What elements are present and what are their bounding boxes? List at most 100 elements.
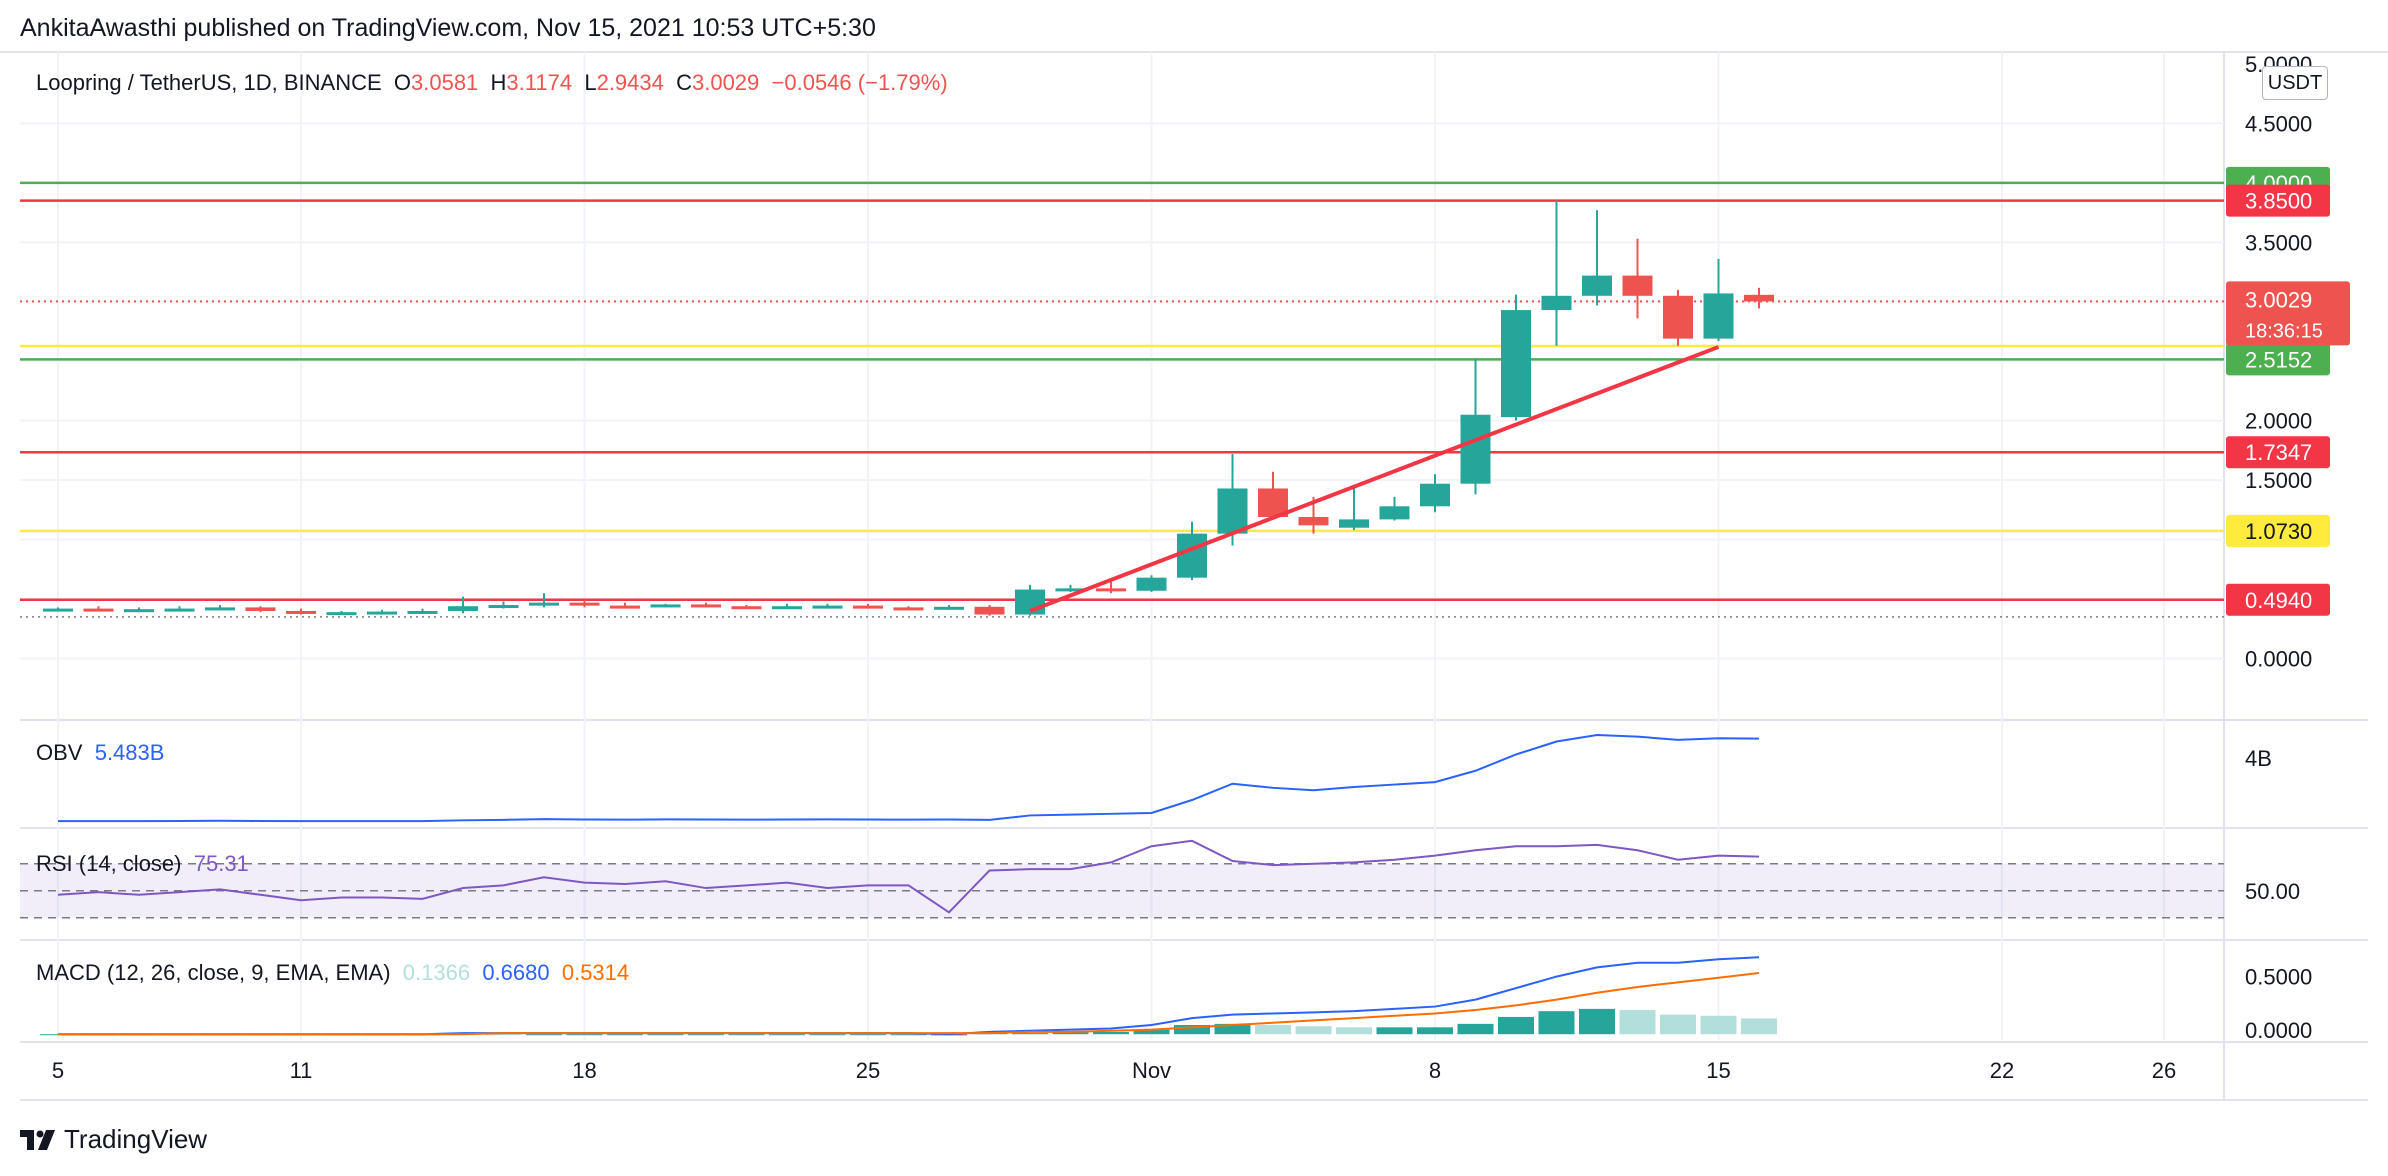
candle-body (1339, 519, 1369, 528)
candle-body (1703, 293, 1734, 339)
candle-body (1136, 577, 1167, 591)
macd-histogram-bar (809, 1034, 846, 1036)
x-tick-label: 8 (1429, 1058, 1441, 1083)
candle-body (1055, 588, 1086, 592)
candle-body (772, 606, 802, 610)
signal-line (58, 971, 1760, 1036)
y-tick-label: 1.5000 (2245, 468, 2312, 493)
close-label: C (676, 70, 692, 95)
macd-tick-label: 0.5000 (2245, 965, 2312, 990)
symbol-name[interactable]: Loopring / TetherUS, 1D, BINANCE (36, 70, 382, 95)
candle-body (1663, 295, 1693, 339)
macd-histogram-bar (647, 1034, 684, 1036)
rsi-line (57, 839, 1760, 914)
candle-body (1298, 517, 1329, 526)
obv-legend[interactable]: OBV 5.483B (36, 740, 164, 766)
candle-body (407, 610, 438, 614)
high-label: H (490, 70, 507, 95)
level-price-tag (2226, 343, 2330, 376)
obv-tick-label: 4B (2245, 746, 2272, 771)
candle-body (1541, 295, 1572, 311)
publisher-header: AnkitaAwasthi published on TradingView.c… (20, 14, 876, 42)
obv-label: OBV (36, 740, 83, 765)
candle-body (650, 604, 681, 608)
macd-histogram-bar (1214, 1023, 1251, 1035)
candle-body (1217, 488, 1248, 534)
candle-body (205, 607, 235, 611)
rsi-tick-label: 50.00 (2245, 879, 2300, 904)
macd-histogram-bar (1579, 1008, 1615, 1035)
trendline (1029, 345, 1720, 613)
level-price-label: 1.0730 (2245, 519, 2312, 544)
low-label: L (584, 70, 597, 95)
candle-body (1501, 310, 1531, 418)
candle-body (326, 612, 357, 616)
y-tick-label: 2.0000 (2245, 409, 2312, 434)
open-label: O (393, 70, 411, 95)
candle-body (43, 608, 73, 612)
macd-legend[interactable]: MACD (12, 26, close, 9, EMA, EMA) 0.1366… (36, 960, 629, 986)
candle-body (1622, 275, 1653, 296)
level-price-label: 1.7347 (2245, 440, 2312, 465)
x-tick-label: Nov (1132, 1058, 1171, 1083)
candle-body (124, 609, 154, 613)
obv-line (58, 733, 1760, 823)
macd-histogram-bar (607, 1034, 643, 1036)
rsi-label: RSI (14, close) (36, 851, 182, 876)
x-tick-label: 26 (2152, 1058, 2176, 1083)
macd-histogram-bar (1255, 1025, 1291, 1035)
currency-badge[interactable]: USDT (2262, 66, 2328, 100)
candle-body (245, 607, 276, 611)
macd-histogram-bar (1498, 1016, 1534, 1035)
y-tick-label: 3.5000 (2245, 230, 2312, 255)
macd-histogram-bar (1133, 1029, 1170, 1035)
macd-hist-value: 0.1366 (402, 960, 471, 985)
candle-body (1096, 588, 1126, 592)
tradingview-brand[interactable]: TradingView (20, 1124, 207, 1155)
candle-body (164, 608, 195, 612)
macd-histogram-bar (1376, 1027, 1413, 1035)
macd-histogram-bar (485, 1034, 522, 1036)
candle-body (893, 607, 924, 611)
y-tick-label: 0.0000 (2245, 647, 2312, 672)
macd-histogram-bar (1700, 1015, 1737, 1035)
macd-histogram-bar (890, 1034, 927, 1036)
candle-body (812, 605, 843, 609)
candle-body (529, 602, 559, 606)
obv-value: 5.483B (94, 740, 165, 765)
candle-body (1744, 294, 1774, 302)
macd-histogram-bar (1093, 1031, 1129, 1035)
macd-histogram-bar (850, 1034, 886, 1036)
macd-histogram-bar (1417, 1027, 1453, 1035)
macd-histogram-bar (566, 1034, 603, 1036)
macd-histogram-bar (1174, 1025, 1210, 1035)
tradingview-logo-icon (20, 1129, 55, 1150)
macd-histogram-bar (688, 1034, 724, 1036)
macd-histogram-bar (526, 1034, 562, 1036)
candle-body (488, 605, 519, 609)
macd-histogram-bar (1660, 1014, 1696, 1035)
macd-histogram-bar (1741, 1018, 1777, 1035)
macd-histogram-bar (1619, 1010, 1656, 1035)
candle-body (691, 604, 721, 608)
current-price-label: 3.0029 (2245, 287, 2312, 312)
close-value: 3.0029 (691, 70, 760, 95)
change-value: −0.0546 (−1.79%) (771, 70, 948, 95)
countdown-label: 18:36:15 (2245, 320, 2323, 342)
candle-body (853, 605, 883, 609)
rsi-band (20, 863, 2224, 918)
candle-body (1420, 483, 1450, 507)
rsi-legend[interactable]: RSI (14, close) 75.31 (36, 851, 249, 877)
candle-body (286, 610, 316, 614)
macd-histogram-bar (769, 1034, 805, 1036)
x-tick-label: 25 (856, 1058, 880, 1083)
candle-body (1177, 533, 1207, 578)
candle-body (83, 608, 114, 612)
symbol-legend: Loopring / TetherUS, 1D, BINANCE O3.0581… (36, 70, 948, 96)
brand-text: TradingView (64, 1124, 208, 1154)
macd-histogram-bar (1295, 1026, 1332, 1035)
candle-body (1460, 414, 1491, 484)
level-price-tag (2226, 184, 2330, 217)
candle-body (448, 606, 478, 611)
